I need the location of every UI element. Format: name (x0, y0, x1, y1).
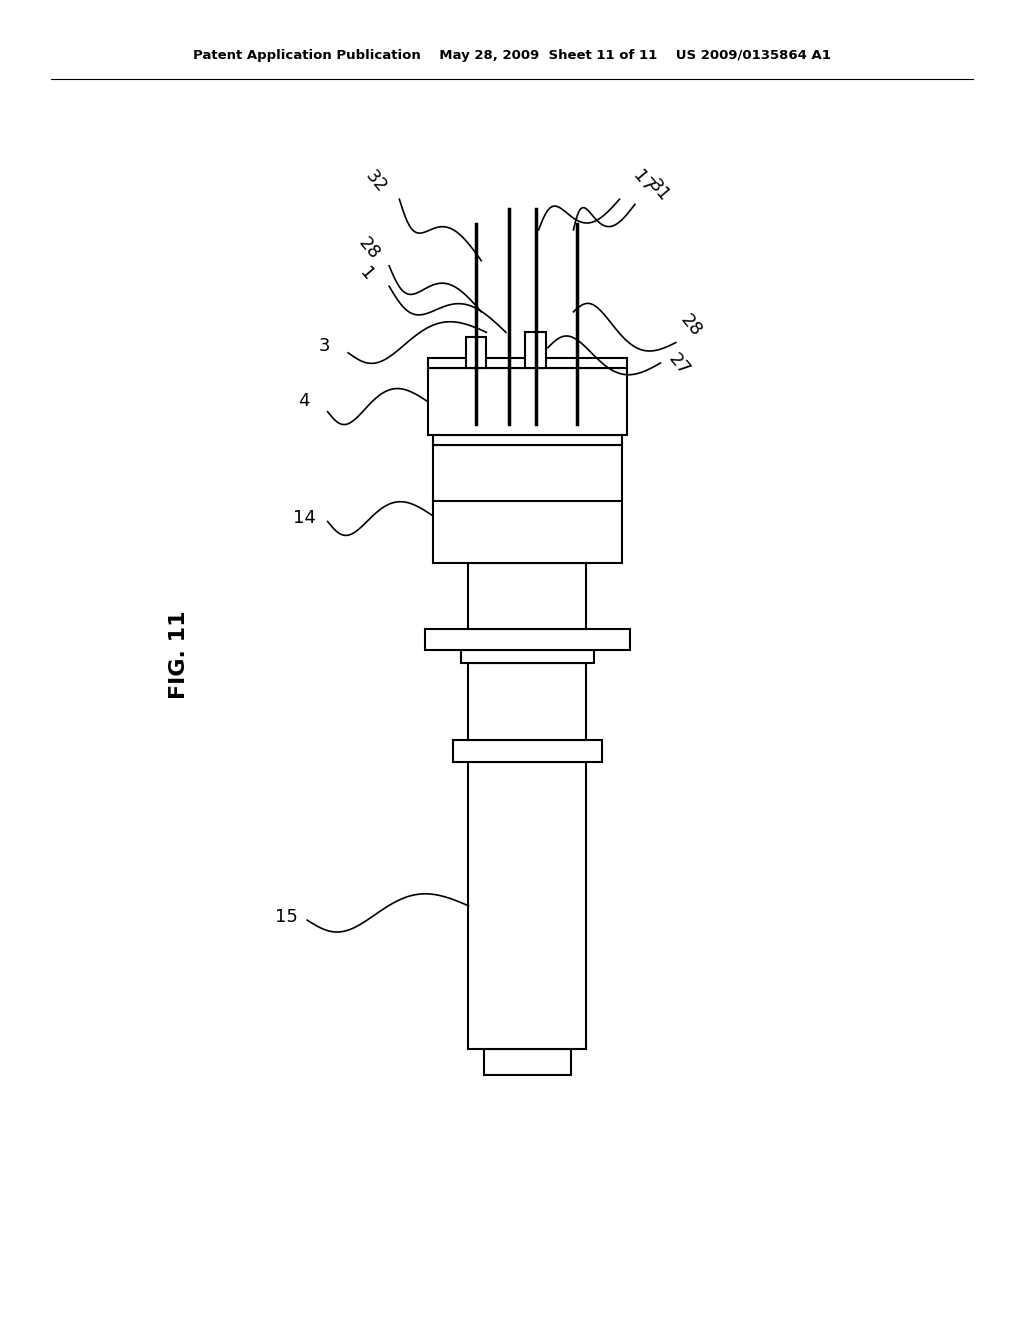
Text: FIG. 11: FIG. 11 (169, 611, 189, 700)
Bar (466, 338, 486, 368)
Bar (428, 368, 627, 434)
Text: 17: 17 (629, 168, 657, 197)
Bar (469, 763, 586, 1049)
Bar (469, 562, 586, 630)
Text: 27: 27 (665, 351, 693, 380)
Text: 14: 14 (293, 510, 315, 527)
Text: 1: 1 (356, 264, 377, 284)
Text: 31: 31 (644, 177, 673, 206)
Text: 4: 4 (298, 392, 310, 411)
Bar (432, 434, 622, 445)
Text: 28: 28 (354, 234, 383, 263)
Text: 3: 3 (318, 337, 331, 355)
Text: 32: 32 (361, 168, 390, 197)
Bar (428, 358, 627, 368)
Bar (525, 333, 546, 368)
Bar (425, 630, 630, 649)
Bar (484, 1049, 571, 1074)
Text: 28: 28 (677, 310, 706, 339)
Bar (453, 741, 602, 763)
Text: Patent Application Publication    May 28, 2009  Sheet 11 of 11    US 2009/013586: Patent Application Publication May 28, 2… (194, 49, 830, 62)
Bar (432, 445, 622, 562)
Bar (469, 663, 586, 741)
Text: 15: 15 (275, 908, 298, 927)
Bar (461, 649, 594, 663)
